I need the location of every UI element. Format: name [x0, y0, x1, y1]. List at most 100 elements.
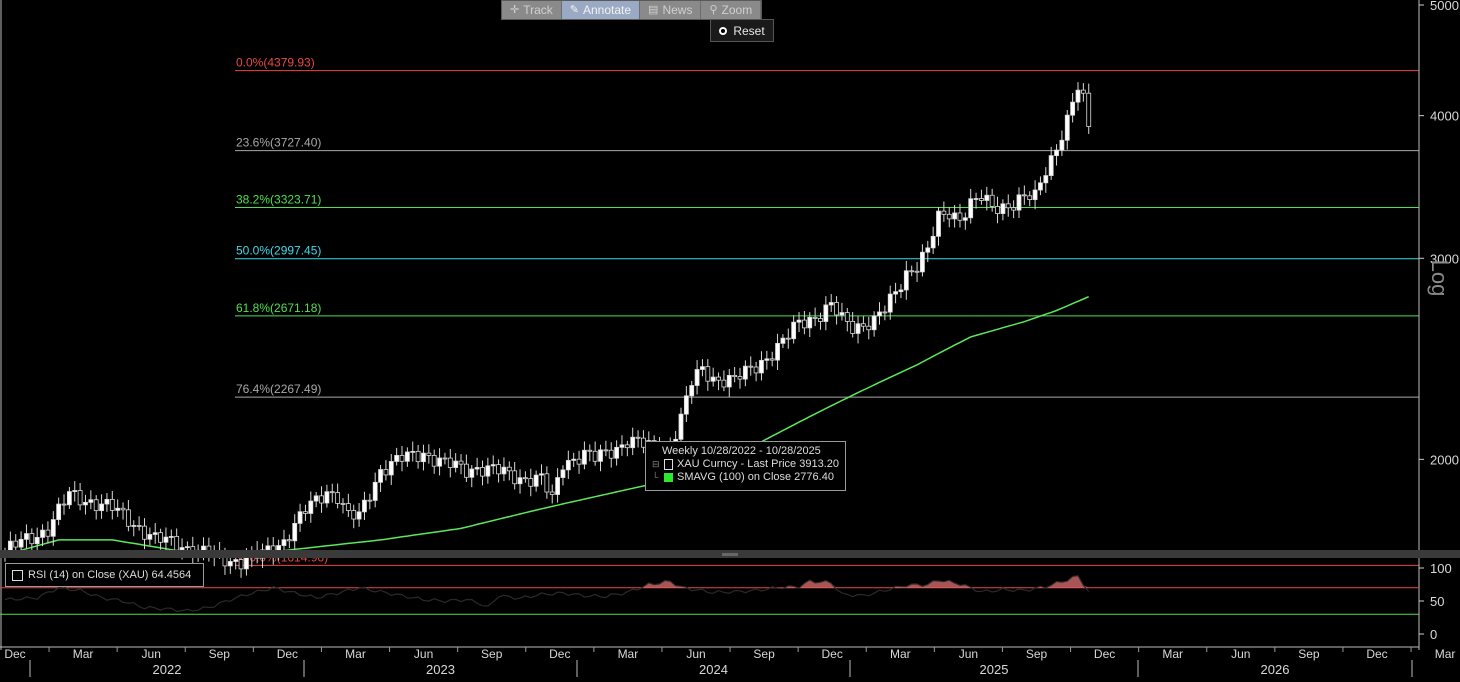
fib-label: 0.0%(4379.93)	[236, 56, 315, 70]
candle-body	[24, 533, 29, 540]
y-tick-label: 5000	[1430, 0, 1459, 13]
candle-body	[66, 491, 72, 506]
candle-body	[399, 454, 405, 462]
candle-body	[834, 302, 839, 316]
candle-body	[898, 289, 904, 293]
month-tick-label: Mar	[73, 647, 94, 661]
collapse-icon[interactable]: ⊟	[652, 459, 660, 469]
candle-body	[700, 366, 705, 370]
month-tick-label: Sep	[209, 647, 231, 661]
candle-body	[914, 270, 920, 273]
log-scale-label: Log	[1427, 260, 1452, 297]
candle-body	[227, 561, 233, 567]
candle-body	[936, 210, 941, 237]
candle-body	[163, 536, 169, 543]
candle-body	[142, 525, 147, 540]
candle-body	[88, 499, 94, 503]
y-tick-label: 3000	[1430, 251, 1459, 266]
candle-body	[1086, 92, 1092, 127]
year-label: 2026	[1261, 662, 1290, 677]
candle-body	[388, 461, 394, 476]
candle-body	[404, 451, 410, 462]
toolbar-zoom-button[interactable]: ⚲ Zoom	[701, 1, 762, 19]
toolbar-annotate-button[interactable]: ✎ Annotate	[561, 1, 641, 19]
candle-body	[324, 491, 330, 504]
candle-body	[297, 511, 303, 524]
fib-label: 23.6%(3727.40)	[236, 136, 321, 150]
candle-body	[1043, 175, 1049, 184]
candle-body	[952, 212, 958, 220]
candle-body	[34, 537, 40, 545]
candle-body	[469, 468, 475, 478]
legend-header: Weekly 10/28/2022 - 10/28/2025	[662, 445, 821, 457]
candle-body	[791, 321, 797, 340]
candle-body	[1005, 203, 1011, 209]
candle-body	[603, 449, 609, 452]
candle-body	[99, 503, 104, 512]
candle-body	[775, 342, 780, 361]
candle-body	[785, 337, 791, 340]
candle-body	[946, 213, 952, 220]
candle-body	[458, 460, 464, 465]
candle-body	[678, 413, 684, 440]
candle-body	[72, 490, 78, 492]
candle-body	[732, 374, 738, 378]
candle-body	[769, 358, 775, 361]
candle-body	[485, 465, 491, 477]
candle-body	[437, 457, 442, 467]
candle-body	[152, 532, 158, 535]
reset-button[interactable]: Reset	[710, 19, 774, 42]
candle-body	[410, 450, 416, 453]
month-tick-label: Mar	[1162, 647, 1183, 661]
candle-body	[496, 464, 501, 475]
candle-body	[345, 503, 351, 511]
candle-body	[378, 469, 383, 483]
candle-body	[179, 547, 185, 551]
chart-toolbar: ✛ Track ✎ Annotate ▤ News ⚲ Zoom	[501, 0, 763, 20]
candle-body	[1032, 189, 1038, 201]
legend-row-sma: └ SMAVG (100) on Close 2776.40	[652, 471, 839, 484]
candle-body	[18, 538, 24, 548]
candle-body	[973, 198, 979, 200]
candle-body	[796, 319, 802, 323]
candle-body	[480, 467, 485, 477]
candle-body	[710, 376, 716, 382]
rsi-y-tick-label: 50	[1430, 594, 1444, 609]
candle-body	[490, 464, 496, 467]
candle-body	[303, 511, 308, 514]
year-label: 2023	[426, 662, 455, 677]
reset-icon	[719, 26, 728, 35]
candle-body	[185, 546, 190, 549]
candle-body	[265, 545, 271, 551]
pane-divider-handle	[722, 553, 738, 556]
year-label: 2022	[153, 662, 182, 677]
month-tick-label: Jun	[1231, 647, 1250, 661]
candle-body	[523, 477, 528, 480]
month-tick-label: Jun	[142, 647, 161, 661]
rsi-legend: RSI (14) on Close (XAU) 64.4564	[5, 563, 204, 587]
toolbar-track-button[interactable]: ✛ Track	[502, 1, 562, 19]
month-tick-label: Dec	[1366, 647, 1387, 661]
toolbar-label: Track	[523, 2, 553, 17]
candle-body	[174, 536, 180, 551]
price-legend: Weekly 10/28/2022 - 10/28/2025 ⊟ XAU Cur…	[645, 441, 846, 491]
month-tick-label: Dec	[4, 647, 25, 661]
candle-body	[694, 369, 700, 386]
price-swatch	[663, 459, 673, 470]
month-tick-label: Dec	[277, 647, 298, 661]
tree-branch-icon: └	[652, 472, 659, 482]
candle-body	[447, 457, 453, 468]
candle-body	[506, 466, 512, 472]
toolbar-news-button[interactable]: ▤ News	[640, 1, 702, 19]
candle-body	[995, 206, 1000, 214]
candle-body	[887, 293, 893, 313]
candle-body	[1000, 203, 1006, 214]
candle-body	[871, 315, 877, 331]
month-tick-label: Sep	[1298, 647, 1320, 661]
candle-body	[748, 365, 754, 368]
candle-body	[168, 536, 174, 538]
candle-body	[109, 498, 115, 511]
candle-body	[560, 469, 566, 478]
candle-body	[630, 436, 636, 449]
candle-body	[812, 316, 818, 319]
